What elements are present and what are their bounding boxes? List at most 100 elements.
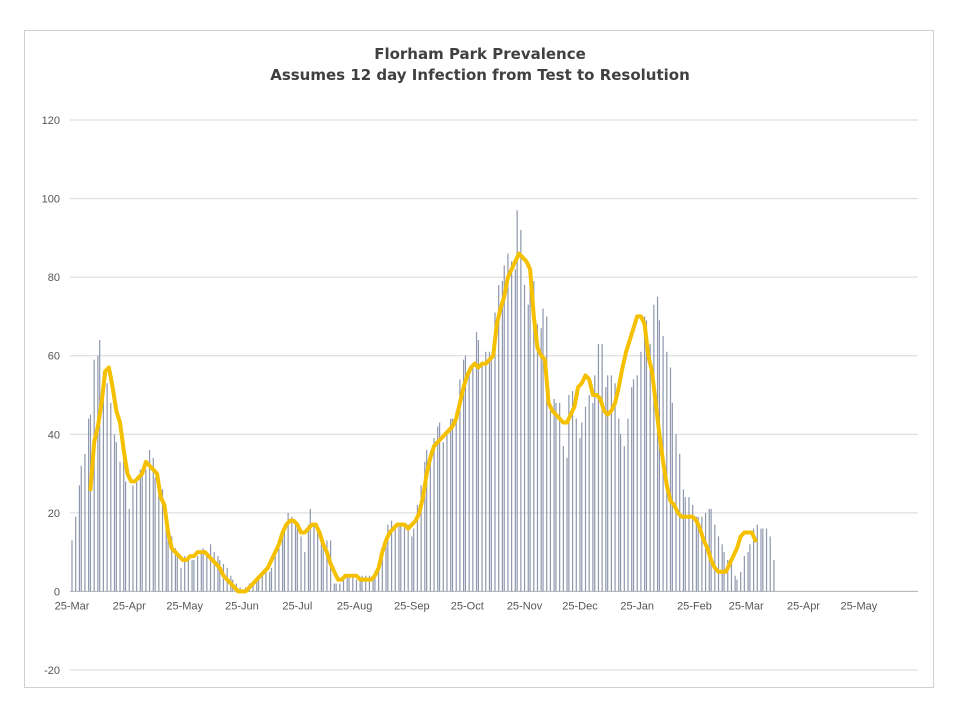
bar	[527, 304, 529, 592]
bar	[278, 544, 280, 592]
bar	[141, 473, 143, 592]
bar	[540, 328, 542, 592]
bar	[213, 552, 215, 592]
x-tick-label: 25-May	[166, 600, 203, 612]
bar	[348, 575, 350, 592]
bar	[416, 505, 419, 592]
bar	[605, 387, 607, 592]
bar	[584, 406, 587, 592]
bar	[80, 465, 82, 592]
bar	[180, 567, 182, 592]
bar	[265, 571, 267, 592]
bar	[136, 477, 138, 592]
bar	[291, 516, 293, 592]
y-tick-label: 100	[42, 194, 60, 206]
x-tick-label: 25-Mar	[55, 600, 90, 612]
bar	[736, 579, 738, 592]
bar	[542, 308, 544, 592]
x-tick-label: 25-Apr	[113, 600, 146, 612]
y-tick-label: 80	[48, 272, 60, 284]
bar	[682, 489, 685, 592]
bar	[721, 544, 723, 592]
bar	[450, 418, 452, 592]
bar	[743, 556, 745, 592]
bar	[727, 560, 729, 592]
bar	[488, 351, 491, 592]
bar	[562, 446, 564, 592]
bar	[197, 556, 199, 592]
bar	[206, 552, 208, 592]
bar	[671, 402, 673, 592]
bar	[176, 556, 178, 592]
bar	[568, 395, 570, 592]
bar	[287, 512, 289, 592]
bar	[669, 367, 672, 592]
bar	[730, 563, 733, 592]
bar-series	[71, 210, 775, 592]
chart-title-block: Florham Park Prevalence Assumes 12 day I…	[0, 44, 960, 86]
bar	[601, 343, 603, 592]
bar	[575, 418, 577, 592]
bar	[597, 343, 600, 592]
bar	[390, 520, 393, 592]
bar	[571, 391, 574, 592]
bar	[374, 571, 376, 592]
bar	[438, 422, 441, 592]
x-tick-label: 25-May	[841, 600, 878, 612]
bar	[385, 536, 387, 592]
bar	[320, 532, 322, 592]
bar	[734, 575, 736, 592]
bar	[684, 497, 686, 592]
bar	[555, 402, 557, 592]
bar	[403, 524, 406, 592]
bar	[679, 453, 681, 592]
bar	[753, 528, 755, 592]
bar	[429, 453, 431, 592]
bar	[503, 265, 505, 592]
bar	[89, 414, 92, 592]
bar	[516, 210, 518, 592]
bar	[372, 575, 374, 592]
bar	[627, 418, 629, 592]
bar	[697, 516, 699, 592]
bar	[115, 442, 117, 592]
bar	[649, 343, 651, 592]
x-tick-label: 25-Feb	[677, 600, 712, 612]
bar	[387, 524, 389, 592]
y-tick-label: 20	[48, 508, 60, 520]
bar	[152, 457, 154, 592]
x-axis-ticks: 25-Mar 25-Apr 25-May 25-Jun 25-Jul 25-Aug 25-S…	[55, 600, 878, 612]
bar	[592, 402, 594, 592]
y-tick-label: 120	[42, 115, 60, 127]
bar	[256, 579, 258, 592]
bar	[498, 285, 500, 592]
bar	[102, 371, 105, 592]
bar	[581, 422, 583, 592]
bar	[99, 340, 101, 592]
bar	[760, 528, 762, 592]
x-tick-label: 25-Nov	[507, 600, 543, 612]
bar	[339, 583, 341, 592]
chart-subtitle: Assumes 12 day Infection from Test to Re…	[270, 66, 690, 84]
bar	[773, 560, 775, 592]
bar	[333, 583, 335, 592]
bar	[520, 230, 522, 592]
bar	[610, 375, 612, 592]
bar	[270, 567, 273, 592]
bar	[455, 410, 457, 592]
bar	[326, 540, 328, 592]
bar	[523, 285, 526, 592]
y-tick-label: -20	[44, 665, 60, 677]
bar	[559, 402, 561, 592]
bar	[252, 583, 254, 592]
bar	[566, 457, 568, 592]
bar	[359, 579, 361, 592]
bar	[426, 450, 428, 592]
bar	[154, 477, 156, 592]
bar	[193, 560, 195, 592]
bar	[459, 379, 461, 592]
bar	[167, 524, 169, 592]
bar	[446, 434, 448, 592]
bar	[644, 316, 646, 592]
